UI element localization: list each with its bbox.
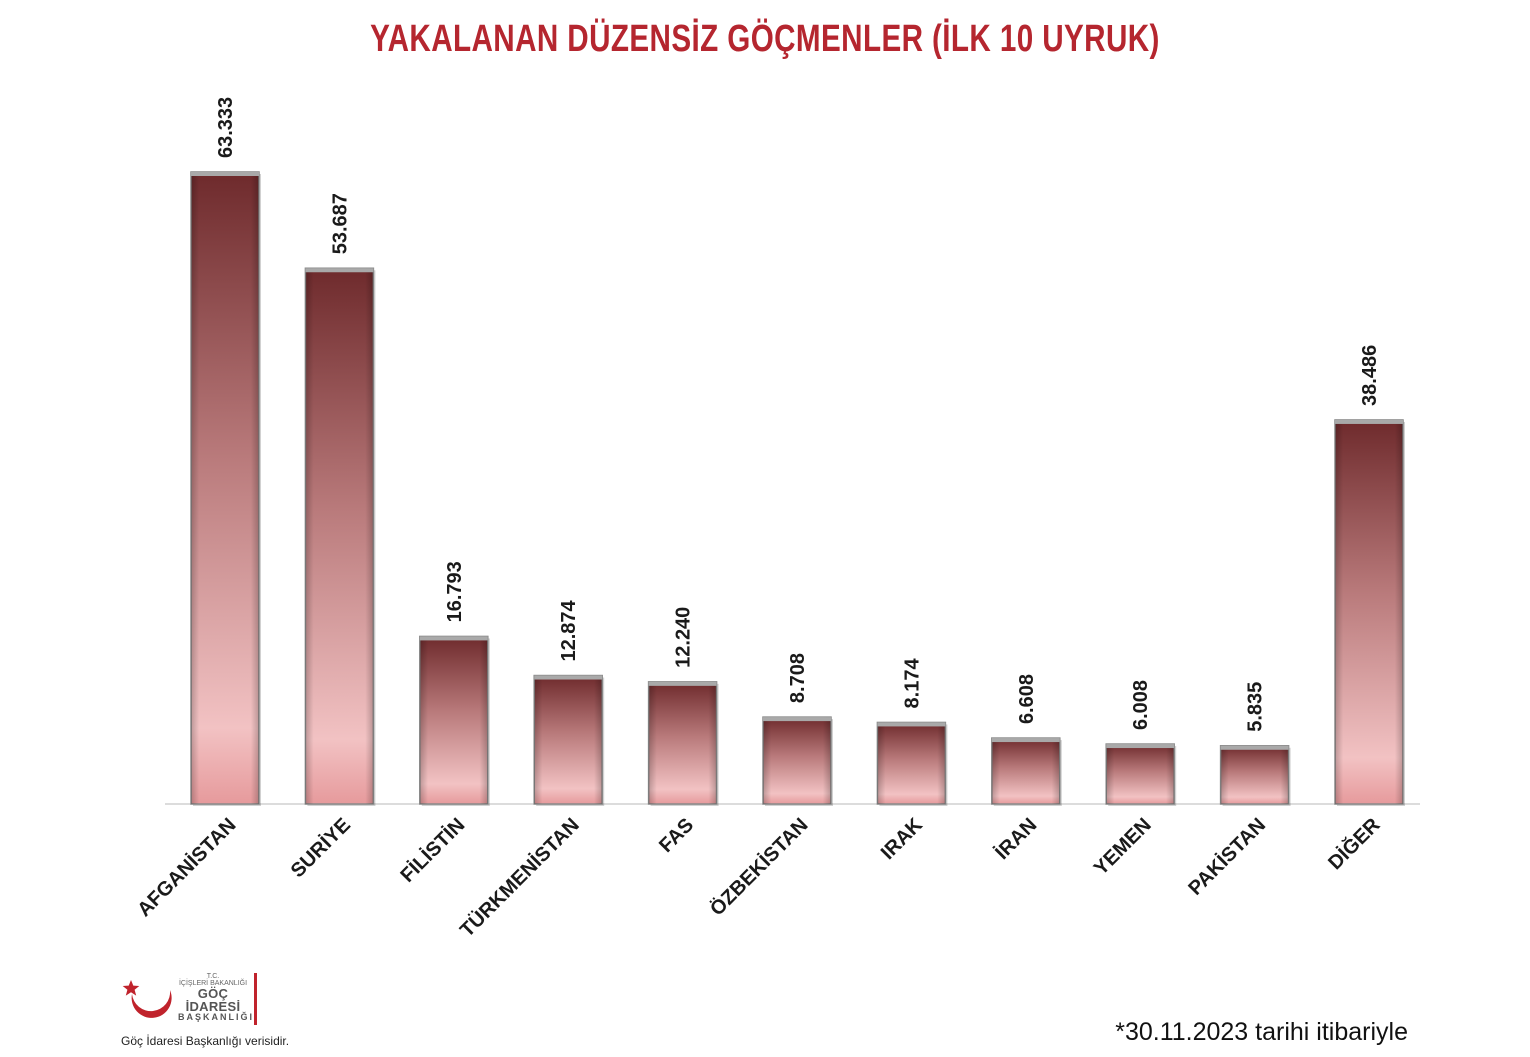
- category-label: SURİYE: [286, 813, 355, 882]
- logo-line-presidency: BAŞKANLIĞI: [178, 1012, 254, 1022]
- bar: [304, 267, 376, 806]
- bar-cap: [763, 717, 831, 722]
- bar-cap: [1106, 744, 1175, 749]
- bar-bevel: [1335, 419, 1403, 804]
- bar: [419, 635, 490, 806]
- logo-line-tc: T.C.: [206, 973, 220, 980]
- bar: [1334, 419, 1405, 806]
- value-label: 12.240: [673, 607, 695, 668]
- crescent-icon: [131, 990, 172, 1018]
- value-label: 6.608: [1016, 674, 1038, 724]
- category-label: FAS: [655, 814, 698, 857]
- bar-cap: [877, 722, 946, 727]
- category-label: TÜRKMENİSTAN: [455, 813, 583, 941]
- value-label: 8.174: [901, 658, 923, 709]
- value-label: 63.333: [215, 97, 237, 158]
- category-label: FİLİSTİN: [396, 813, 470, 887]
- bar-bevel: [419, 636, 488, 804]
- category-label: ÖZBEKİSTAN: [705, 813, 812, 920]
- value-label: 8.708: [787, 653, 809, 703]
- logo-text: T.C. İÇİŞLERİ BAKANLIĞI GÖÇ İDARESİ BAŞK…: [178, 973, 254, 1022]
- source-note: Göç İdaresi Başkanlığı verisidir.: [121, 1034, 290, 1048]
- bar-bevel: [877, 722, 946, 804]
- bar-cap: [305, 268, 374, 273]
- bar: [190, 171, 261, 806]
- bar: [1105, 743, 1177, 806]
- bar-bevel: [763, 717, 831, 804]
- bar-cap: [419, 636, 488, 641]
- category-label: IRAK: [877, 814, 928, 865]
- bar: [991, 737, 1062, 806]
- bar-bevel: [191, 172, 259, 804]
- bar-cap: [648, 681, 717, 686]
- value-label: 5.835: [1245, 682, 1267, 732]
- category-label: YEMEN: [1090, 814, 1156, 880]
- bar: [762, 716, 833, 806]
- bar: [533, 674, 605, 806]
- bar-bevel: [1106, 744, 1175, 804]
- logo-line-agency: GÖÇ İDARESİ: [185, 986, 241, 1014]
- category-label: İRAN: [991, 813, 1042, 864]
- bar-cap: [191, 172, 259, 176]
- value-labels-layer: 63.333 53.687 16.793 12.874 12.240 8.708 8.174…: [215, 97, 1381, 732]
- bar-cap: [534, 675, 603, 680]
- bar-bevel: [648, 681, 717, 804]
- value-label: 38.486: [1359, 345, 1381, 406]
- category-label: PAKİSTAN: [1184, 813, 1270, 899]
- bar-bevel: [534, 675, 603, 804]
- logo-divider: [254, 973, 257, 1025]
- bar-bevel: [1220, 745, 1289, 804]
- chart-title: YAKALANAN DÜZENSİZ GÖÇMENLER (İLK 10 UYR…: [370, 18, 1160, 60]
- bar-bevel: [305, 268, 374, 804]
- goc-idaresi-logo: [122, 980, 172, 1018]
- bar-cap: [991, 738, 1060, 743]
- bar-bevel: [991, 738, 1060, 804]
- bar-cap: [1220, 745, 1289, 750]
- bar-cap: [1335, 419, 1403, 424]
- category-label: AFGANİSTAN: [133, 813, 241, 921]
- star-icon: [122, 980, 140, 996]
- category-label: DİĞER: [1323, 812, 1385, 874]
- bars-layer: [190, 171, 1405, 806]
- value-label: 16.793: [444, 561, 466, 622]
- bar: [647, 681, 719, 806]
- value-label: 53.687: [329, 193, 351, 254]
- value-label: 12.874: [558, 599, 580, 661]
- value-label: 6.008: [1130, 680, 1152, 730]
- logo-line-ministry: İÇİŞLERİ BAKANLIĞI: [178, 980, 248, 987]
- date-note: *30.11.2023 tarihi itibariyle: [1115, 1018, 1408, 1046]
- bar: [1219, 745, 1291, 806]
- bar: [876, 721, 948, 806]
